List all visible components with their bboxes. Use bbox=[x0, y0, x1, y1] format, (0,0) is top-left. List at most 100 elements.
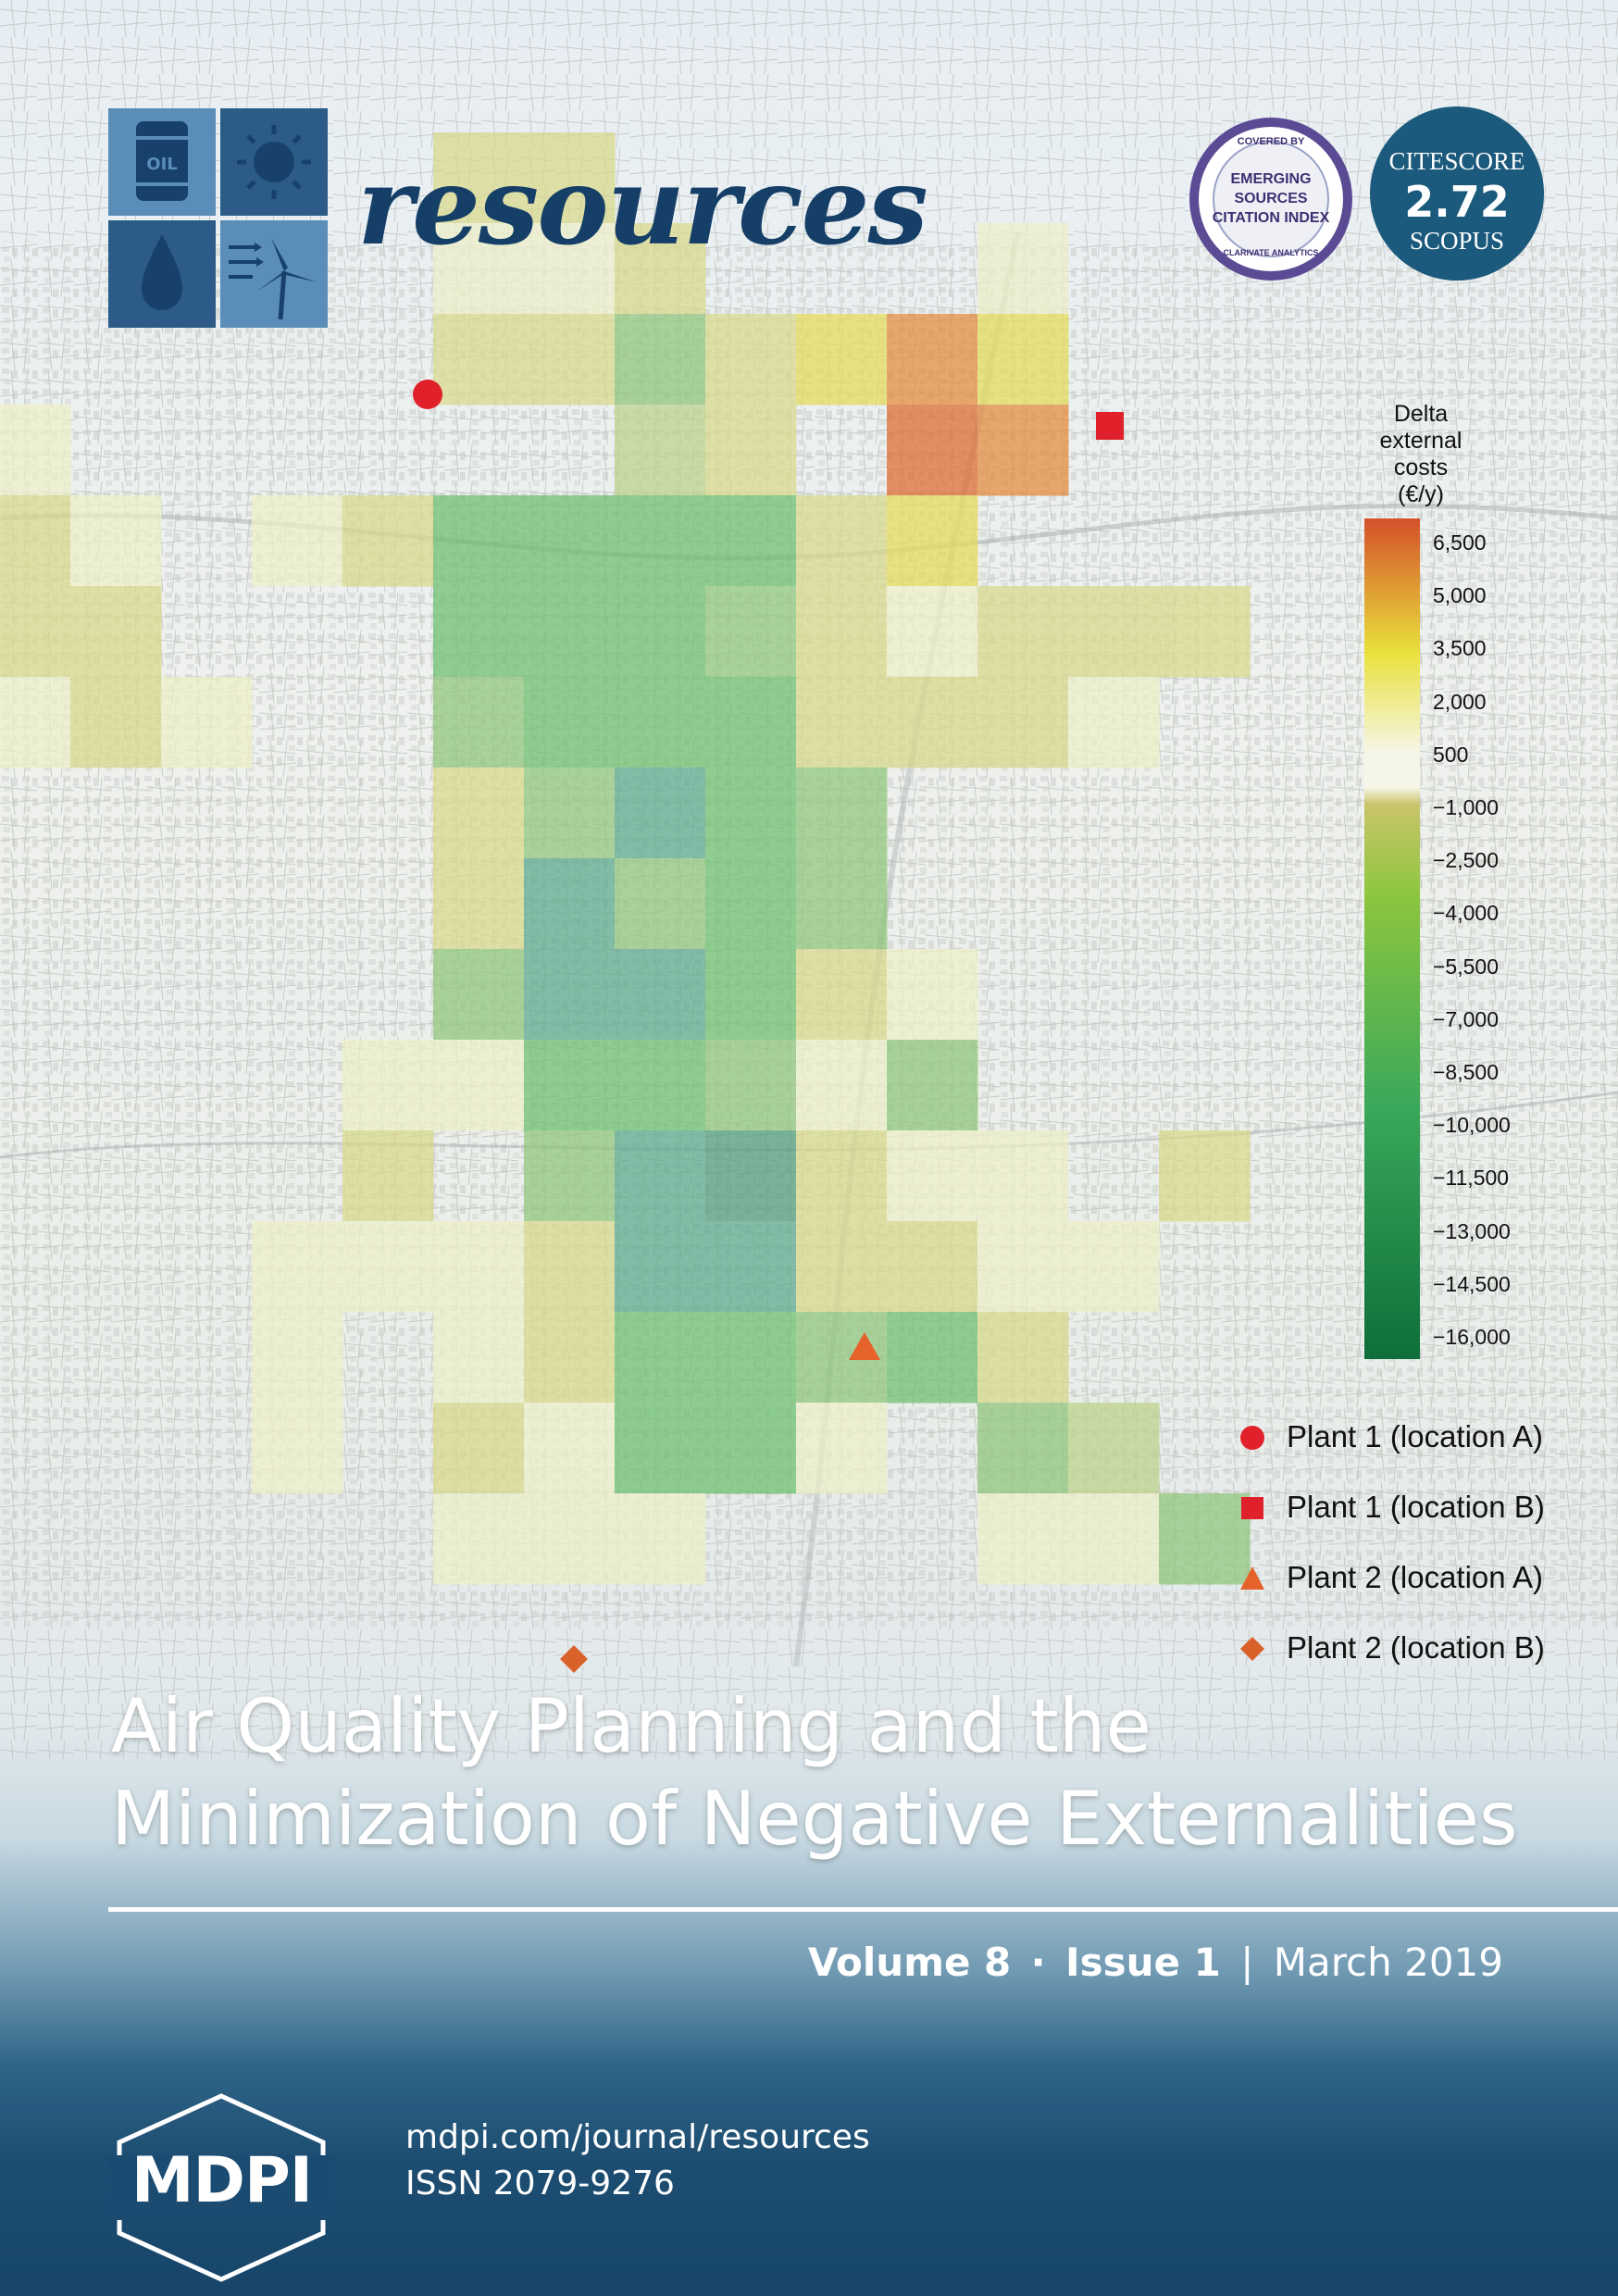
heatmap-cell bbox=[524, 1221, 616, 1313]
esci-line-2: SOURCES bbox=[1234, 191, 1308, 206]
mdpi-hexagon-icon bbox=[108, 2093, 335, 2282]
volume-label: Volume 8 bbox=[807, 1940, 1012, 1985]
heatmap-cell bbox=[252, 495, 343, 587]
heatmap-cell bbox=[796, 858, 888, 950]
heatmap-cell bbox=[705, 1403, 797, 1494]
heatmap-cell bbox=[252, 1221, 343, 1313]
heatmap-cell bbox=[615, 1403, 706, 1494]
issue-label: Issue 1 bbox=[1064, 1940, 1221, 1985]
esci-top-text: COVERED BY bbox=[1237, 136, 1305, 147]
heatmap-cell bbox=[705, 949, 797, 1041]
heatmap-cell bbox=[796, 1040, 888, 1131]
legend-tick-label: −7,000 bbox=[1433, 1006, 1499, 1031]
heatmap-cell bbox=[1159, 586, 1251, 678]
mdpi-logo-text: MDPI bbox=[131, 2144, 313, 2217]
heatmap-cell bbox=[433, 858, 525, 950]
heatmap-cell bbox=[615, 314, 706, 406]
heatmap-cell bbox=[796, 949, 888, 1041]
heatmap-cell bbox=[796, 1221, 888, 1313]
legend-tick-label: −13,000 bbox=[1433, 1218, 1511, 1243]
heatmap-cell bbox=[615, 677, 706, 768]
legend-tick-label: −10,000 bbox=[1433, 1113, 1511, 1138]
map-heatmap bbox=[0, 0, 1618, 1759]
heatmap-cell bbox=[433, 1221, 525, 1313]
heatmap-cell bbox=[524, 677, 616, 768]
wind-turbine-icon bbox=[229, 238, 317, 320]
key-label: Plant 2 (location B) bbox=[1287, 1630, 1545, 1665]
legend-tick-label: 500 bbox=[1433, 742, 1469, 767]
heatmap-cell bbox=[796, 586, 888, 678]
legend-title-line: (€/y) bbox=[1398, 481, 1444, 507]
legend-tick-label: −5,500 bbox=[1433, 954, 1499, 979]
legend-tick-label: −4,000 bbox=[1433, 901, 1499, 926]
svg-text:OIL: OIL bbox=[146, 155, 177, 174]
heatmap-cell bbox=[524, 1130, 616, 1222]
legend-tick-label: 3,500 bbox=[1433, 636, 1487, 661]
heatmap-cell bbox=[433, 495, 525, 587]
heatmap-cell bbox=[796, 314, 888, 406]
heatmap-cell bbox=[615, 767, 706, 859]
heatmap-cell bbox=[615, 949, 706, 1041]
legend-tick-label: −14,500 bbox=[1433, 1271, 1511, 1296]
heatmap-cell bbox=[615, 405, 706, 496]
heatmap-cell bbox=[433, 1040, 525, 1131]
heatmap-cell bbox=[705, 677, 797, 768]
journal-name: resources bbox=[357, 144, 928, 269]
heatmap-cell bbox=[887, 1130, 978, 1222]
article-title-line-2: Minimization of Negative Externalities bbox=[111, 1776, 1518, 1862]
heatmap-cell bbox=[252, 1312, 343, 1404]
heatmap-cell bbox=[433, 1312, 525, 1404]
heatmap-cell bbox=[887, 1221, 978, 1313]
heatmap-cell bbox=[887, 586, 978, 678]
key-label: Plant 1 (location B) bbox=[1287, 1490, 1545, 1524]
heatmap-cell bbox=[615, 1221, 706, 1313]
heatmap-cell bbox=[0, 586, 71, 678]
heatmap-cell bbox=[524, 1312, 616, 1404]
heatmap-cell bbox=[433, 1403, 525, 1494]
heatmap-cell bbox=[70, 677, 162, 768]
heatmap-cell bbox=[977, 1221, 1069, 1313]
heatmap-cell bbox=[1159, 1493, 1251, 1585]
heatmap-cell bbox=[796, 495, 888, 587]
citescore-label: CITESCORE bbox=[1388, 147, 1525, 175]
heatmap-cell bbox=[1159, 1130, 1251, 1222]
article-title: Air Quality Planning and the Minimizatio… bbox=[111, 1680, 1555, 1866]
heatmap-cell bbox=[433, 767, 525, 859]
heatmap-cell bbox=[615, 1130, 706, 1222]
legend-tick-label: −11,500 bbox=[1433, 1166, 1510, 1191]
heatmap-cell bbox=[342, 495, 434, 587]
plant-2-location-a-marker bbox=[849, 1332, 880, 1360]
heatmap-cell bbox=[524, 767, 616, 859]
heatmap-cell bbox=[615, 1040, 706, 1131]
heatmap-cell bbox=[70, 495, 162, 587]
heatmap-cell bbox=[524, 223, 616, 315]
issue-date-separator: | bbox=[1240, 1940, 1254, 1985]
heatmap-cell bbox=[433, 586, 525, 678]
heatmap-cell bbox=[615, 586, 706, 678]
heatmap-cell bbox=[705, 1221, 797, 1313]
heatmap-cell bbox=[977, 1312, 1069, 1404]
heatmap-cell bbox=[705, 405, 797, 496]
heatmap-cell bbox=[342, 1130, 434, 1222]
citescore-badge: CITESCORE 2.72 SCOPUS bbox=[1370, 106, 1544, 281]
legend-title-line: costs bbox=[1393, 455, 1449, 480]
heatmap-cell bbox=[524, 949, 616, 1041]
plant-1-location-a-marker bbox=[413, 380, 442, 409]
mdpi-logo: MDPI bbox=[108, 2090, 335, 2285]
orange-diamond-icon bbox=[1240, 1637, 1264, 1661]
heatmap-cell bbox=[342, 1221, 434, 1313]
issue-date: March 2019 bbox=[1273, 1940, 1503, 1985]
heatmap-cell bbox=[887, 949, 978, 1041]
citescore-value: 2.72 bbox=[1404, 177, 1510, 227]
heatmap-cell bbox=[0, 495, 71, 587]
heatmap-cell bbox=[524, 132, 616, 224]
heatmap-cell bbox=[524, 858, 616, 950]
heatmap-cell bbox=[705, 1312, 797, 1404]
key-label: Plant 2 (location A) bbox=[1287, 1560, 1543, 1594]
journal-logo: OIL bbox=[108, 108, 328, 328]
legend-title-line: external bbox=[1379, 428, 1462, 454]
journal-url[interactable]: mdpi.com/journal/resources bbox=[405, 2118, 870, 2156]
title-divider bbox=[108, 1907, 1618, 1912]
heatmap-cell bbox=[70, 586, 162, 678]
